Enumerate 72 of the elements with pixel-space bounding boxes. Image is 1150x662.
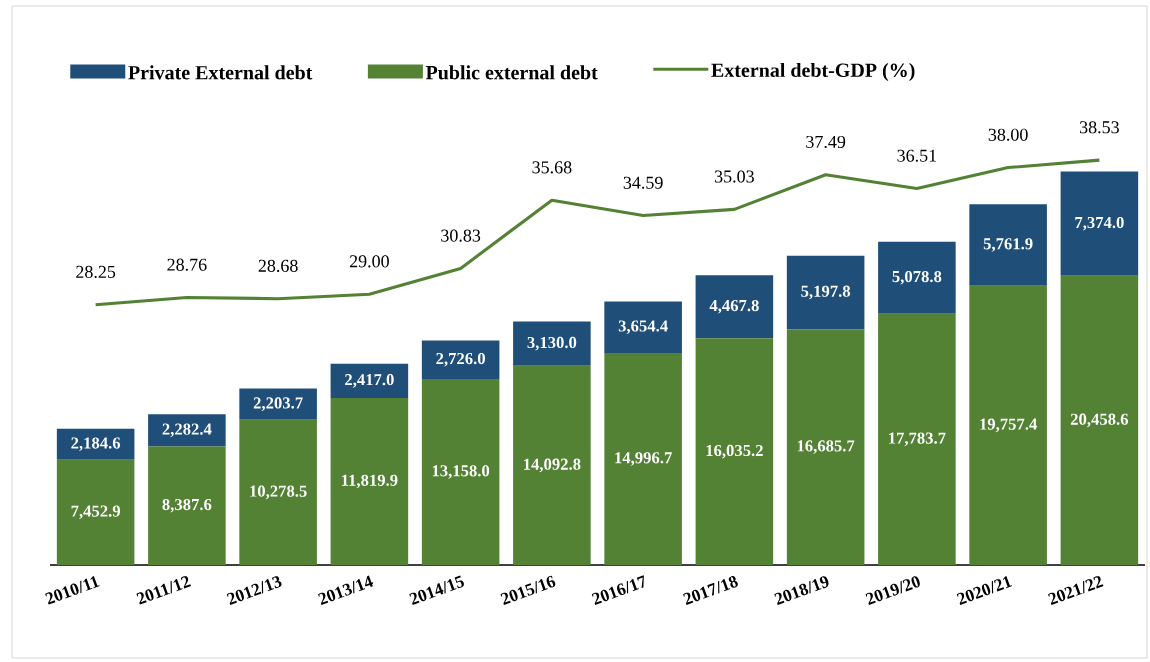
bar	[513, 365, 591, 565]
data-label: 36.51	[897, 149, 937, 162]
bar	[695, 338, 774, 565]
x-tick-label: 2021/22	[1048, 576, 1104, 605]
bar	[421, 379, 500, 565]
x-tick-label: 2010/11	[45, 575, 100, 605]
bar	[513, 321, 591, 366]
bar	[786, 255, 865, 330]
data-label: 35.03	[714, 170, 754, 183]
legend-label: External debt-GDP (%)	[711, 62, 915, 82]
data-label: 7,374.0	[1075, 216, 1124, 231]
data-label: 3,654.4	[618, 320, 668, 335]
bar	[148, 414, 226, 447]
x-tick-label: 2019/20	[865, 576, 920, 605]
data-label: 16,685.7	[797, 440, 855, 454]
data-label: 4,467.8	[709, 299, 759, 314]
data-label: 35.68	[532, 161, 572, 174]
data-label: 3,130.0	[527, 336, 577, 351]
bar	[969, 285, 1047, 565]
data-label: 14,092.8	[524, 458, 581, 473]
bar	[239, 419, 317, 565]
data-label: 38.53	[1079, 121, 1119, 134]
data-label: 5,197.8	[801, 285, 851, 300]
x-tick-label: 2020/21	[956, 575, 1013, 605]
data-label: 38.00	[988, 128, 1028, 141]
x-tick-label: 2015/16	[500, 575, 556, 605]
data-label: 16,035.2	[706, 444, 763, 459]
data-label: 30.83	[441, 229, 481, 242]
data-label: 8,387.6	[162, 498, 212, 513]
x-tick-label: 2018/19	[774, 576, 829, 605]
data-label: 5,761.9	[983, 238, 1033, 252]
bar	[239, 388, 317, 420]
data-label: 29.00	[349, 255, 389, 268]
data-label: 34.59	[623, 176, 663, 189]
x-tick-label: 2017/18	[683, 576, 738, 605]
data-label: 5,078.8	[892, 270, 942, 285]
bar	[969, 204, 1047, 286]
bar	[1060, 275, 1139, 565]
bar	[604, 301, 682, 354]
legend-label: Public external debt	[425, 65, 598, 80]
bar	[695, 275, 774, 339]
data-label: 2,282.4	[162, 423, 212, 438]
data-label: 11,819.9	[342, 474, 398, 489]
data-label: 37.49	[806, 135, 846, 149]
data-label: 19,757.4	[980, 418, 1037, 433]
bar	[148, 446, 226, 565]
bar	[878, 241, 956, 314]
data-label: 2,726.0	[436, 352, 485, 367]
data-label: 17,783.7	[889, 432, 946, 447]
bar	[604, 353, 682, 565]
data-label: 28.68	[258, 259, 298, 272]
data-label: 13,158.0	[432, 465, 490, 479]
bar	[56, 428, 135, 460]
data-label: 2,417.0	[345, 374, 394, 388]
data-label: 20,458.6	[1070, 413, 1129, 428]
x-tick-label: 2012/13	[226, 576, 282, 605]
bar	[421, 340, 500, 380]
data-label: 2,184.6	[71, 437, 121, 452]
data-label: 14,996.7	[615, 452, 672, 466]
data-label: 7,452.9	[71, 505, 121, 520]
data-label: 10,278.5	[250, 485, 307, 500]
bar	[330, 363, 409, 398]
bar	[1060, 171, 1139, 276]
data-label: 2,203.7	[253, 397, 303, 411]
bar	[56, 459, 135, 565]
data-label: 28.25	[76, 265, 116, 279]
bar	[786, 329, 865, 565]
bar	[878, 313, 956, 565]
bar	[330, 397, 409, 565]
data-label: 28.76	[167, 258, 207, 271]
x-tick-label: 2011/12	[136, 576, 191, 605]
legend-label: Private External debt	[128, 65, 313, 80]
